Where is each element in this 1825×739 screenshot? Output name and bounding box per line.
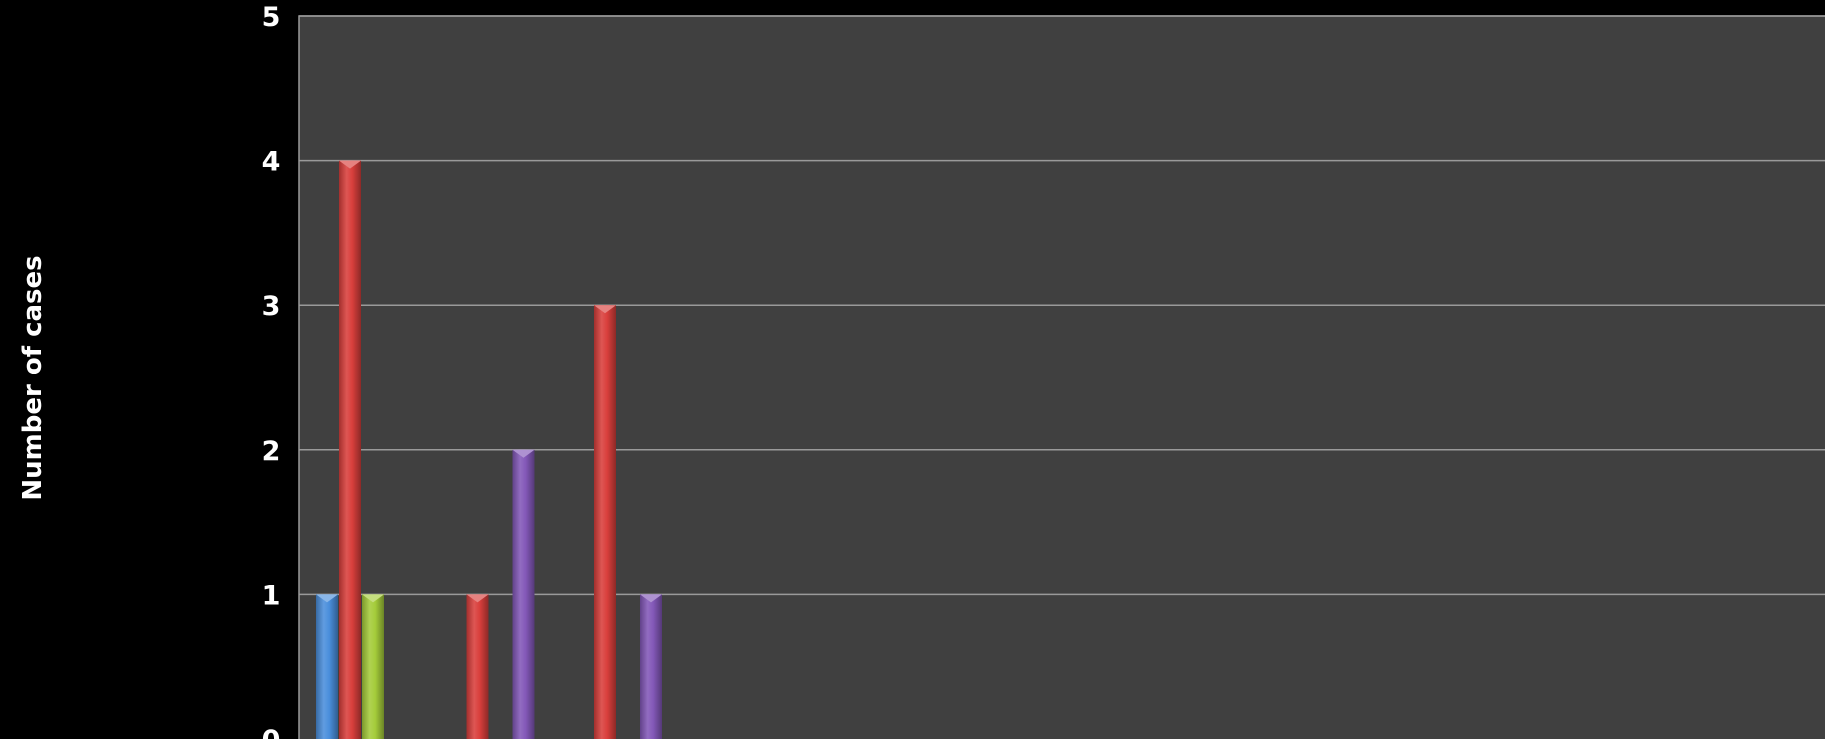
bar-cap [512,449,535,458]
bar [362,594,384,739]
bar-cap [339,160,361,169]
y-axis-ticks: 0 1 2 3 4 5 [262,2,281,739]
bar [594,305,616,739]
bar-body [339,160,361,739]
y-tick-label: 5 [262,2,281,33]
y-tick-label: 0 [262,725,281,739]
bar-body [362,594,384,739]
bar [512,449,535,739]
y-axis-title: Number of cases [18,255,48,500]
bar [640,594,662,739]
bar [466,594,489,739]
y-tick-label: 4 [262,147,281,178]
bar-body [512,449,535,739]
plot-area [298,15,1825,739]
bar-cap [466,594,489,603]
y-tick-label: 3 [262,291,281,322]
bar-cap [362,594,384,603]
bars [316,160,662,739]
gridlines [299,15,1825,596]
bar-cap [640,594,662,603]
bar-cap [316,594,338,603]
bar-body [466,594,489,739]
bar [316,594,338,739]
bar-body [316,594,338,739]
bar-body [640,594,662,739]
bar-cap [594,305,616,314]
y-tick-label: 2 [262,436,281,467]
y-tick-label: 1 [262,580,281,611]
bar [339,160,361,739]
bar-body [594,305,616,739]
